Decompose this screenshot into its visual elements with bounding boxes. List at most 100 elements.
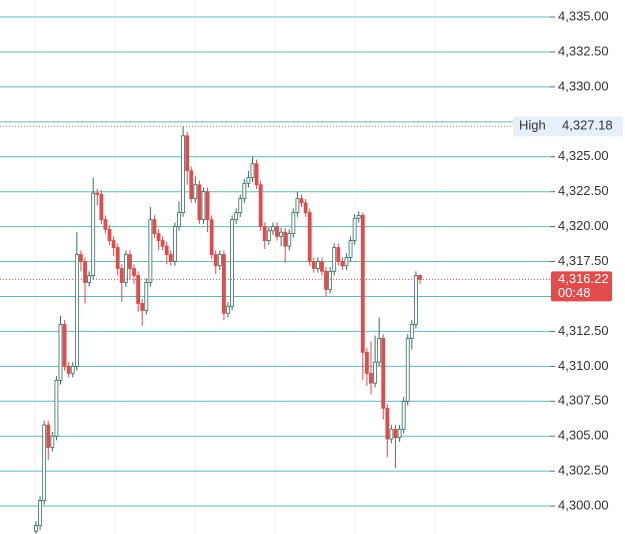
candle-body xyxy=(262,226,267,241)
candle-body xyxy=(246,177,251,184)
candle-body xyxy=(185,135,190,172)
candle-body xyxy=(189,170,194,200)
candle-body xyxy=(405,337,410,402)
candle-body xyxy=(172,226,177,262)
candle-body xyxy=(197,184,202,221)
candle-body xyxy=(66,365,71,374)
candle-body xyxy=(393,428,398,438)
candle-body xyxy=(414,275,418,325)
candle-body xyxy=(409,324,414,339)
candle-body xyxy=(91,192,96,276)
candle-body xyxy=(336,247,341,262)
candle-body xyxy=(258,184,263,228)
candle-body xyxy=(193,184,198,200)
y-tick-label: 4,305.00 xyxy=(558,428,609,443)
high-badge xyxy=(513,116,623,137)
candle-body xyxy=(311,261,316,269)
candle-body xyxy=(303,202,308,214)
candle-body xyxy=(58,324,63,381)
candle-body xyxy=(242,182,247,200)
candle-body xyxy=(360,215,365,353)
candle-body xyxy=(418,275,422,280)
candle-body xyxy=(332,247,337,272)
candle-body xyxy=(201,191,206,221)
candle-body xyxy=(95,192,100,195)
candle-body xyxy=(111,240,116,248)
candle-body xyxy=(123,254,128,283)
candle-body xyxy=(381,337,386,409)
candle-body xyxy=(46,424,51,448)
candle-body xyxy=(140,303,145,311)
candle-body xyxy=(315,261,320,269)
candle-body xyxy=(356,215,361,219)
last-price-value: 4,316.22 xyxy=(558,271,609,286)
candle-body xyxy=(144,282,149,311)
candle-body xyxy=(226,305,230,314)
candle-body xyxy=(389,428,394,440)
candle-body xyxy=(344,256,349,267)
candle-body xyxy=(324,270,328,290)
candle-body xyxy=(283,231,288,247)
candle-body xyxy=(217,254,222,267)
candle-body xyxy=(271,226,275,232)
candle-body xyxy=(385,407,390,440)
candle-body xyxy=(373,361,377,384)
candle-body xyxy=(107,229,112,241)
last-price-badge xyxy=(551,271,612,302)
y-tick-label: 4,335.00 xyxy=(558,8,609,23)
candle-body xyxy=(156,233,161,241)
candle-body xyxy=(266,230,271,241)
y-tick-label: 4,317.50 xyxy=(558,253,609,268)
candle-body xyxy=(164,245,169,255)
candle-body xyxy=(115,247,120,269)
candle-body xyxy=(295,198,300,214)
candle-body xyxy=(160,240,165,247)
y-tick-label: 4,332.50 xyxy=(558,43,609,58)
candle-body xyxy=(340,261,345,267)
candle-body xyxy=(128,254,132,269)
candle-body xyxy=(377,337,382,363)
candle-body xyxy=(254,163,259,186)
vertical-grid xyxy=(34,0,436,534)
candle-body xyxy=(148,219,153,283)
candle-body xyxy=(38,500,42,527)
candle-body xyxy=(250,163,255,179)
candle-body xyxy=(291,212,296,235)
candle-body xyxy=(119,268,124,283)
candle-body xyxy=(320,261,324,272)
candle-body xyxy=(222,254,226,314)
candle-body xyxy=(168,254,173,262)
y-tick-label: 4,312.50 xyxy=(558,323,609,338)
candle-body xyxy=(62,324,67,367)
candle-body xyxy=(234,212,239,221)
candle-body xyxy=(275,226,279,237)
candle-body xyxy=(132,268,136,276)
candle-body xyxy=(99,194,104,221)
candle-body xyxy=(209,219,214,255)
y-tick-label: 4,307.50 xyxy=(558,393,609,408)
candle-body xyxy=(34,525,38,532)
candle-body xyxy=(299,198,304,204)
candle-body xyxy=(136,275,141,304)
y-tick-label: 4,300.00 xyxy=(558,497,609,512)
candle-body xyxy=(238,198,243,214)
candle-body xyxy=(279,231,284,237)
candle-body xyxy=(401,400,406,430)
candle-body xyxy=(83,261,87,283)
candle-body xyxy=(177,212,181,228)
candle-body xyxy=(79,254,83,262)
candle-body xyxy=(397,428,402,438)
candle-body xyxy=(103,219,108,230)
y-tick-label: 4,330.00 xyxy=(558,78,609,93)
candle-body xyxy=(181,135,185,214)
candle-body xyxy=(364,351,369,374)
candle-body xyxy=(352,217,357,241)
y-tick-label: 4,320.00 xyxy=(558,218,609,233)
candle-body xyxy=(369,372,373,384)
candle-body xyxy=(50,435,55,448)
high-name: High xyxy=(519,118,546,133)
candle-body xyxy=(70,365,75,374)
candle-body xyxy=(230,219,234,307)
candle-body xyxy=(42,424,47,501)
candle-body xyxy=(287,233,292,247)
